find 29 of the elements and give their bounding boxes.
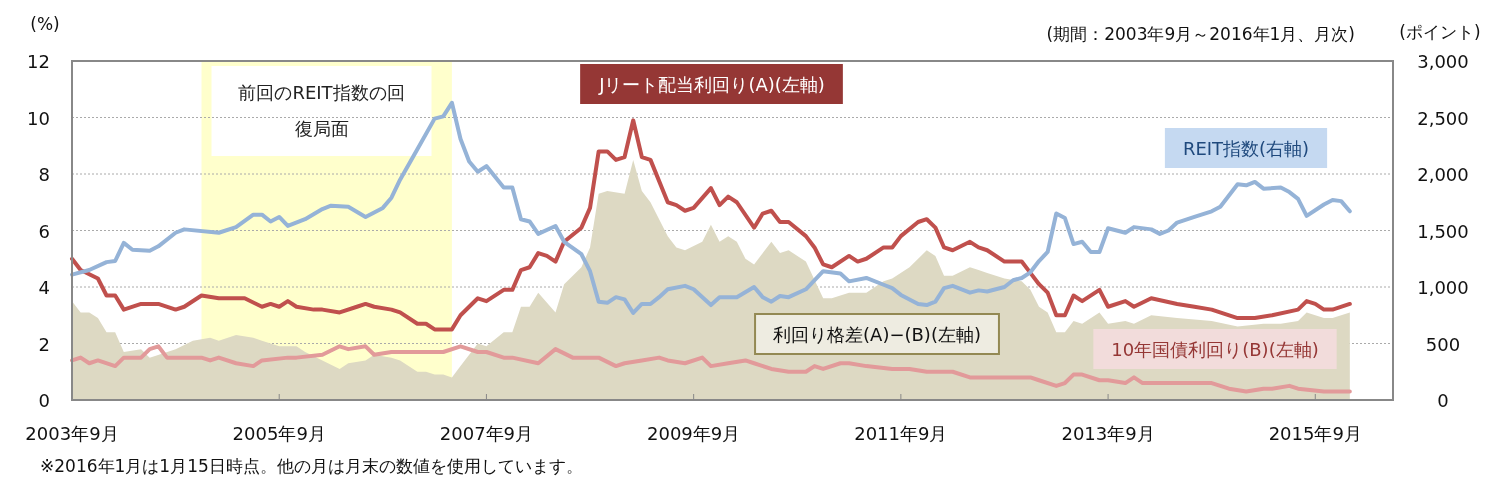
y-axis-title: (%) bbox=[30, 14, 60, 34]
y2-tick-label: 3,000 bbox=[1417, 51, 1469, 72]
series-label: 利回り格差(A)−(B)(左軸) bbox=[773, 324, 981, 345]
y-tick-label: 6 bbox=[38, 220, 50, 242]
x-tick-label: 2011年9月 bbox=[854, 423, 948, 444]
text: (期間：2003年9月～2016年1月、月次) bbox=[1046, 24, 1355, 44]
y2-axis-title: (ポイント) bbox=[1399, 22, 1481, 42]
y2-tick-label: 500 bbox=[1425, 333, 1461, 355]
series-label: REIT指数(右軸) bbox=[1182, 138, 1310, 159]
y-tick-label: 4 bbox=[38, 277, 50, 298]
x-tick-label: 2005年9月 bbox=[232, 423, 326, 444]
x-tick-label: 2007年9月 bbox=[439, 423, 534, 444]
x-tick-label: 2009年9月 bbox=[647, 423, 741, 444]
y2-tick-label: 0 bbox=[1437, 390, 1449, 411]
y-tick-label: 12 bbox=[27, 51, 50, 72]
series-label: 10年国債利回り(B)(左軸) bbox=[1111, 339, 1319, 360]
x-tick-label: 2015年9月 bbox=[1268, 423, 1362, 444]
y-tick-label: 2 bbox=[38, 333, 50, 355]
y-tick-label: 0 bbox=[38, 390, 50, 411]
y-tick-label: 10 bbox=[27, 107, 50, 129]
x-tick-label: 2003年9月 bbox=[25, 423, 119, 444]
text: ※2016年1月は1月15日時点。他の月は月末の数値を使用しています。 bbox=[40, 456, 583, 476]
y2-tick-label: 2,000 bbox=[1417, 164, 1469, 185]
y2-tick-label: 2,500 bbox=[1417, 107, 1469, 129]
y-tick-label: 8 bbox=[38, 164, 50, 185]
y2-tick-label: 1,500 bbox=[1417, 220, 1469, 242]
x-tick-label: 2013年9月 bbox=[1061, 423, 1155, 444]
band-label: 前回のREIT指数の回復局面 bbox=[211, 66, 432, 156]
y2-tick-label: 1,000 bbox=[1417, 277, 1469, 298]
